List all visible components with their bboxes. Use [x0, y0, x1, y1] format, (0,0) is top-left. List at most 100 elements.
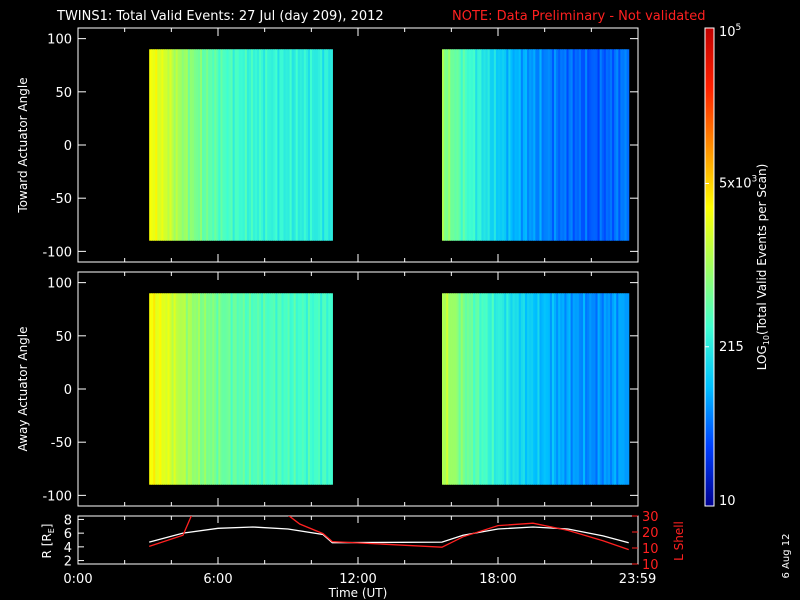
- heatmap-cell: [444, 49, 447, 241]
- heatmap-cell: [566, 293, 570, 485]
- heatmap-cell: [295, 49, 299, 241]
- panel-toward-ylabel: Toward Actuator Angle: [16, 77, 30, 213]
- heatmap-cell: [328, 49, 331, 241]
- heatmap-cell: [601, 49, 605, 241]
- panel-away-ylabel: Away Actuator Angle: [16, 326, 30, 451]
- heatmap-cell: [163, 49, 167, 241]
- heatmap-cell: [583, 49, 586, 241]
- heatmap-cell: [614, 49, 617, 241]
- heatmap-cell: [250, 293, 254, 485]
- heatmap-cell: [212, 49, 215, 241]
- ytick-label: -50: [51, 192, 72, 207]
- heatmap-cell: [458, 49, 462, 241]
- heatmap-cell: [200, 293, 203, 485]
- heatmap-cell: [252, 293, 256, 485]
- heatmap-cell: [493, 293, 497, 485]
- heatmap-cell: [311, 49, 315, 241]
- heatmap-cell: [269, 49, 272, 241]
- heatmap-cell: [210, 293, 213, 485]
- heatmap-cell: [212, 293, 215, 485]
- heatmap-cell: [250, 49, 254, 241]
- heatmap-cell: [322, 49, 325, 241]
- heatmap-cell: [506, 293, 509, 485]
- ytick-label: 50: [55, 330, 72, 345]
- heatmap-cell: [316, 293, 319, 485]
- heatmap-cell: [228, 49, 232, 241]
- heatmap-cell: [291, 49, 295, 241]
- heatmap-cell: [516, 293, 520, 485]
- heatmap-cell: [238, 49, 242, 241]
- heatmap-cell: [570, 293, 574, 485]
- heatmap-cell: [303, 293, 307, 485]
- heatmap-cell: [167, 293, 171, 485]
- heatmap-cell: [301, 293, 305, 485]
- heatmap-cell: [242, 49, 246, 241]
- heatmap-cell: [458, 293, 462, 485]
- heatmap-cell: [533, 293, 536, 485]
- heatmap-cell: [481, 293, 485, 485]
- heatmap-cell: [549, 293, 553, 485]
- heatmap-cell: [263, 49, 266, 241]
- colorbar-tick-label: 105: [719, 23, 741, 40]
- heatmap-cell: [208, 49, 211, 241]
- ytick-label: -100: [42, 489, 72, 504]
- heatmap-cell: [562, 293, 565, 485]
- heatmap-cell: [167, 49, 171, 241]
- colorbar-tick-base: 5x10: [719, 176, 752, 191]
- heatmap-cell: [189, 49, 193, 241]
- heatmap-cell: [487, 49, 491, 241]
- heatmap-cell: [510, 293, 514, 485]
- heatmap-cell: [185, 293, 189, 485]
- heatmap-cell: [593, 293, 597, 485]
- heatmap-cell: [448, 49, 451, 241]
- heatmap-cell: [518, 49, 522, 241]
- heatmap-cell: [618, 293, 621, 485]
- heatmap-cell: [477, 49, 480, 241]
- heatmap-cell: [529, 49, 532, 241]
- heatmap-cell: [224, 49, 228, 241]
- heatmap-cell: [263, 293, 266, 485]
- heatmap-cell: [169, 49, 173, 241]
- heatmap-cell: [502, 49, 505, 241]
- colorbar-tick-base: 10: [719, 494, 736, 509]
- heatmap-cell: [214, 49, 217, 241]
- panel-ephemeris-frame: [77, 515, 639, 565]
- heatmap-cell: [585, 49, 588, 241]
- heatmap-cell: [570, 49, 574, 241]
- heatmap-cell: [183, 293, 187, 485]
- heatmap-cell: [234, 293, 238, 485]
- heatmap-cell: [479, 293, 482, 485]
- heatmap-cell: [200, 49, 203, 241]
- lshell-axis-label: L Shell: [672, 521, 686, 561]
- heatmap-cell: [539, 293, 543, 485]
- heatmap-cell: [576, 293, 580, 485]
- heatmap-cell: [171, 49, 175, 241]
- heatmap-cell: [277, 293, 281, 485]
- heatmap-cell: [165, 293, 169, 485]
- heatmap-cell: [601, 293, 605, 485]
- heatmap-cell: [173, 49, 177, 241]
- heatmap-cell: [169, 293, 173, 485]
- heatmap-cell: [265, 49, 268, 241]
- heatmap-away: [149, 293, 630, 485]
- heatmap-cell: [261, 49, 264, 241]
- heatmap-cell: [624, 49, 628, 241]
- heatmap-cell: [580, 293, 584, 485]
- r-tick-label: 6: [64, 527, 72, 542]
- r-axis-label: R [RE]: [40, 524, 56, 559]
- heatmap-cell: [498, 293, 501, 485]
- heatmap-cell: [605, 49, 609, 241]
- heatmap-cell: [477, 293, 480, 485]
- heatmap-cell: [500, 49, 503, 241]
- heatmap-cell: [539, 49, 543, 241]
- heatmap-cell: [578, 49, 582, 241]
- heatmap-cell: [475, 49, 478, 241]
- heatmap-cell: [161, 49, 165, 241]
- heatmap-cell: [506, 49, 509, 241]
- heatmap-cell: [599, 49, 603, 241]
- heatmap-cell: [155, 49, 158, 241]
- heatmap-cell: [285, 293, 289, 485]
- heatmap-cell: [177, 49, 181, 241]
- heatmap-cell: [558, 49, 561, 241]
- heatmap-cell: [614, 293, 617, 485]
